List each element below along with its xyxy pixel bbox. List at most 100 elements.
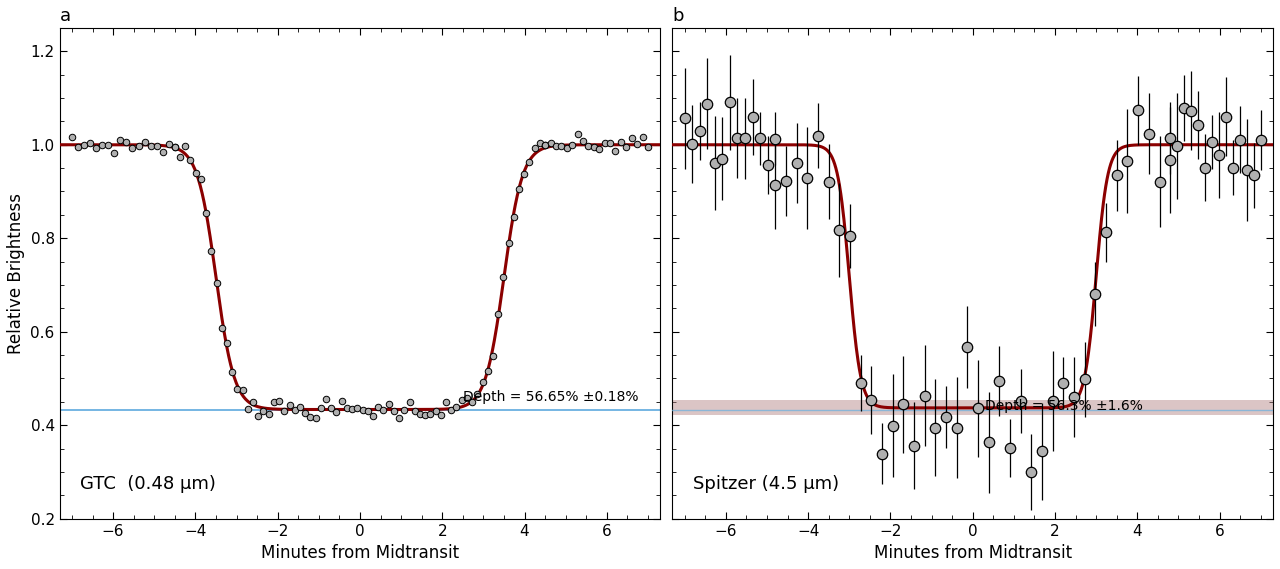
Point (196, 208, 216, 217)
Point (447, 403, 467, 412)
Point (191, 174, 211, 183)
Point (301, 413, 321, 422)
Point (379, 399, 399, 409)
Point (394, 406, 415, 415)
Point (165, 143, 186, 152)
Point (637, 142, 658, 151)
Point (420, 410, 440, 419)
Point (152, 148, 173, 157)
Point (79, 138, 100, 147)
Point (535, 141, 556, 150)
Point (525, 143, 545, 152)
Point (462, 398, 483, 407)
Point (259, 410, 279, 419)
Point (243, 398, 264, 407)
Point (159, 139, 179, 149)
Point (374, 405, 394, 414)
Point (311, 403, 332, 413)
Point (509, 184, 530, 193)
Point (430, 410, 451, 419)
Point (238, 405, 259, 414)
Point (410, 409, 430, 418)
Point (99, 140, 119, 149)
Point (457, 393, 477, 402)
Point (284, 406, 305, 415)
Point (589, 144, 609, 153)
Point (279, 401, 300, 410)
X-axis label: Minutes from Midtransit: Minutes from Midtransit (261, 544, 460, 562)
Point (134, 138, 155, 147)
Point (274, 406, 294, 415)
Point (477, 367, 498, 376)
Point (104, 149, 124, 158)
Point (227, 385, 247, 394)
Point (357, 406, 378, 415)
Point (389, 414, 410, 423)
Point (472, 378, 493, 387)
Point (141, 142, 161, 151)
Point (221, 368, 242, 377)
Text: a: a (60, 7, 70, 25)
Point (611, 138, 631, 147)
Point (367, 403, 388, 412)
Point (86, 144, 106, 153)
Point (540, 139, 561, 148)
Point (362, 411, 383, 420)
Point (269, 397, 289, 406)
Point (483, 352, 503, 361)
Point (600, 138, 621, 147)
Point (632, 132, 653, 141)
Point (216, 338, 237, 347)
Point (452, 395, 472, 405)
Point (567, 130, 588, 139)
Point (627, 139, 648, 149)
Point (584, 142, 604, 151)
Point (520, 158, 540, 167)
Point (337, 404, 357, 413)
Point (146, 142, 166, 151)
Point (321, 403, 342, 413)
Point (253, 406, 274, 415)
Point (116, 137, 137, 146)
Point (206, 279, 227, 288)
Point (128, 141, 148, 150)
Point (572, 136, 593, 145)
Point (211, 323, 232, 332)
Text: GTC  (0.48 μm): GTC (0.48 μm) (81, 475, 216, 493)
Point (467, 389, 488, 398)
Point (442, 405, 462, 414)
Point (503, 212, 524, 221)
Point (165, 142, 186, 151)
Point (535, 140, 556, 149)
Text: b: b (672, 7, 684, 25)
Point (294, 409, 315, 418)
Point (326, 407, 347, 417)
Point (425, 406, 445, 415)
Y-axis label: Relative Brightness: Relative Brightness (6, 193, 24, 354)
Point (180, 155, 201, 164)
Point (342, 405, 362, 414)
Point (515, 170, 535, 179)
Point (616, 143, 636, 152)
Point (530, 138, 550, 147)
Text: Depth = 56.65% ±0.18%: Depth = 56.65% ±0.18% (463, 390, 639, 404)
Point (122, 143, 142, 152)
Point (399, 397, 420, 406)
Point (435, 398, 456, 407)
Point (545, 141, 566, 150)
Point (68, 142, 88, 151)
Point (579, 142, 599, 151)
Point (233, 386, 253, 395)
Point (248, 412, 269, 421)
Point (384, 407, 404, 416)
Text: Spitzer (4.5 μm): Spitzer (4.5 μm) (692, 475, 838, 493)
Point (92, 140, 113, 149)
Point (186, 168, 206, 178)
Point (264, 398, 284, 407)
Point (347, 404, 367, 413)
Point (201, 247, 221, 256)
Point (61, 132, 82, 141)
Point (562, 141, 582, 150)
Point (498, 238, 518, 248)
Point (622, 134, 643, 143)
